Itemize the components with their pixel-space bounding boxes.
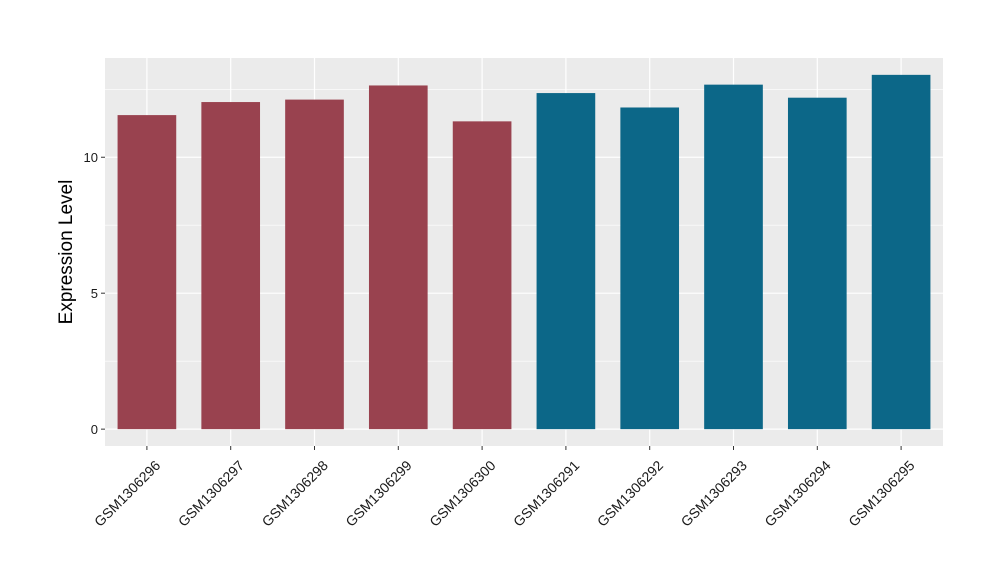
bar-GSM1306300 — [452, 121, 512, 430]
bar-GSM1306295 — [871, 74, 931, 430]
bars-group — [117, 74, 931, 430]
x-tick-label: GSM1306295 — [845, 457, 918, 530]
bar-GSM1306294 — [787, 97, 847, 430]
bar-GSM1306297 — [201, 102, 261, 430]
x-tick-label: GSM1306296 — [91, 457, 164, 530]
y-tick-label: 10 — [84, 150, 98, 165]
x-tick-label: GSM1306294 — [761, 457, 834, 530]
bar-GSM1306296 — [117, 115, 177, 430]
x-tick-label: GSM1306291 — [510, 457, 583, 530]
bar-GSM1306292 — [620, 107, 680, 430]
bar-GSM1306293 — [704, 84, 763, 430]
y-tick-label: 5 — [91, 286, 98, 301]
x-tick-label: GSM1306300 — [426, 457, 499, 530]
y-axis: 0 5 10 — [84, 150, 105, 437]
x-tick-label: GSM1306298 — [259, 457, 332, 530]
y-tick-label: 0 — [91, 422, 98, 437]
x-tick-label: GSM1306299 — [342, 457, 415, 530]
bar-GSM1306291 — [536, 93, 596, 430]
x-tick-label: GSM1306293 — [678, 457, 751, 530]
y-axis-label: Expression Level — [56, 180, 77, 325]
bar-GSM1306299 — [368, 85, 428, 430]
x-tick-label: GSM1306297 — [175, 457, 248, 530]
bar-GSM1306298 — [285, 99, 344, 430]
x-tick-label: GSM1306292 — [594, 457, 667, 530]
x-axis: GSM1306296 GSM1306297 GSM1306298 GSM1306299… — [91, 446, 918, 530]
